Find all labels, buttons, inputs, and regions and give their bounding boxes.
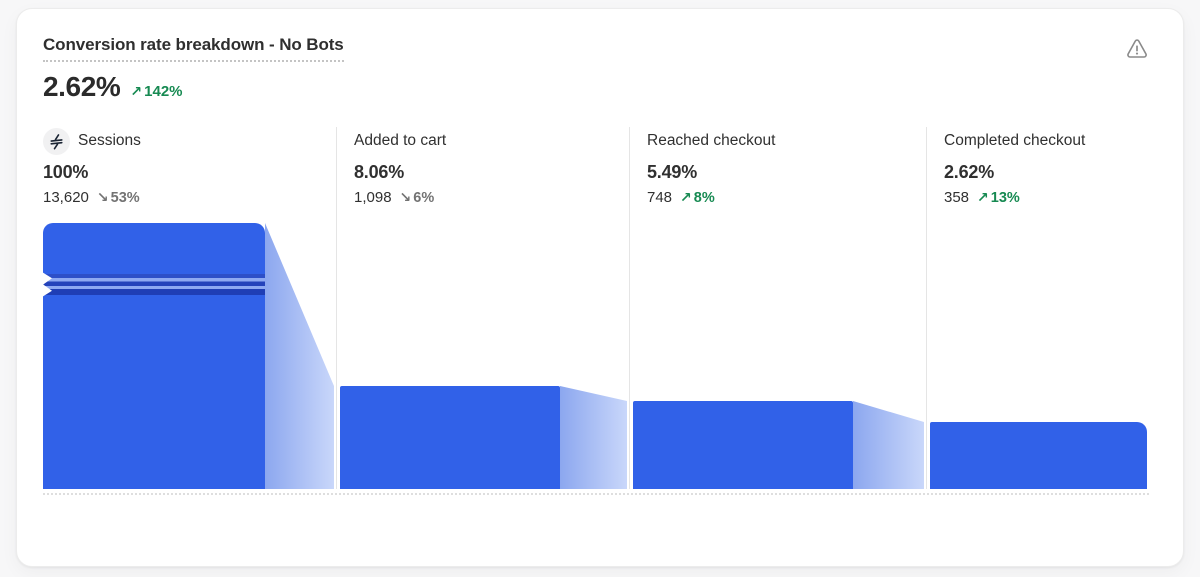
stage-delta: ↗ 13%: [977, 189, 1020, 206]
funnel-stage-sessions: Sessions 100% 13,620 ↘ 53%: [42, 127, 336, 489]
funnel-stage-reached-checkout: Reached checkout 5.49% 748 ↗ 8%: [629, 127, 926, 489]
funnel-stage-added-to-cart: Added to cart 8.06% 1,098 ↘ 6%: [336, 127, 629, 489]
stage-label: Completed checkout: [944, 132, 1086, 149]
stage-label: Sessions: [78, 132, 141, 149]
conversion-rate-card: Conversion rate breakdown - No Bots 2.62…: [16, 8, 1184, 567]
funnel-connector: [265, 223, 334, 489]
stage-delta: ↘ 6%: [399, 189, 435, 206]
funnel-connector: [560, 386, 627, 489]
stage-delta: ↗ 8%: [680, 189, 715, 206]
funnel-connector: [853, 401, 924, 489]
primary-metric-delta: ↗ 142%: [130, 83, 183, 100]
trend-up-icon: ↗: [130, 83, 143, 99]
stage-percentage: 5.49%: [647, 162, 698, 182]
stage-count: 1,098: [354, 189, 392, 206]
stage-label: Added to cart: [354, 132, 447, 149]
axis-break: [42, 272, 265, 297]
trend-down-icon: ↘: [399, 189, 412, 205]
funnel-bar-completed-checkout[interactable]: [930, 422, 1147, 489]
card-header: Conversion rate breakdown - No Bots: [43, 35, 1149, 62]
trend-up-icon: ↗: [977, 189, 989, 205]
stage-count: 748: [647, 189, 673, 206]
card-title[interactable]: Conversion rate breakdown - No Bots: [43, 35, 344, 62]
stage-percentage: 2.62%: [944, 162, 995, 182]
stage-percentage: 100%: [43, 162, 89, 182]
trend-up-icon: ↗: [680, 189, 692, 205]
stage-count: 358: [944, 189, 970, 206]
stage-label: Reached checkout: [647, 132, 776, 149]
stage-delta: ↘ 53%: [96, 189, 140, 206]
primary-metric-value: 2.62%: [43, 71, 121, 102]
stage-count: 13,620: [43, 189, 89, 206]
alert-triangle-icon[interactable]: [1125, 37, 1149, 61]
funnel-chart: Sessions 100% 13,620 ↘ 53%: [42, 127, 1149, 495]
trend-down-icon: ↘: [96, 189, 109, 205]
bolt-strikethrough-icon: [43, 127, 70, 155]
axis-break-zigzag-icon: [42, 272, 52, 297]
funnel-stage-completed-checkout: Completed checkout 2.62% 358 ↗ 13%: [926, 127, 1149, 489]
chart-baseline: [43, 493, 1149, 495]
funnel-bar-added-to-cart[interactable]: [340, 386, 560, 489]
funnel-bar-reached-checkout[interactable]: [633, 401, 853, 489]
stage-percentage: 8.06%: [354, 162, 405, 182]
funnel-bar-sessions[interactable]: [42, 223, 265, 489]
primary-metric: 2.62% ↗ 142%: [43, 71, 1149, 103]
